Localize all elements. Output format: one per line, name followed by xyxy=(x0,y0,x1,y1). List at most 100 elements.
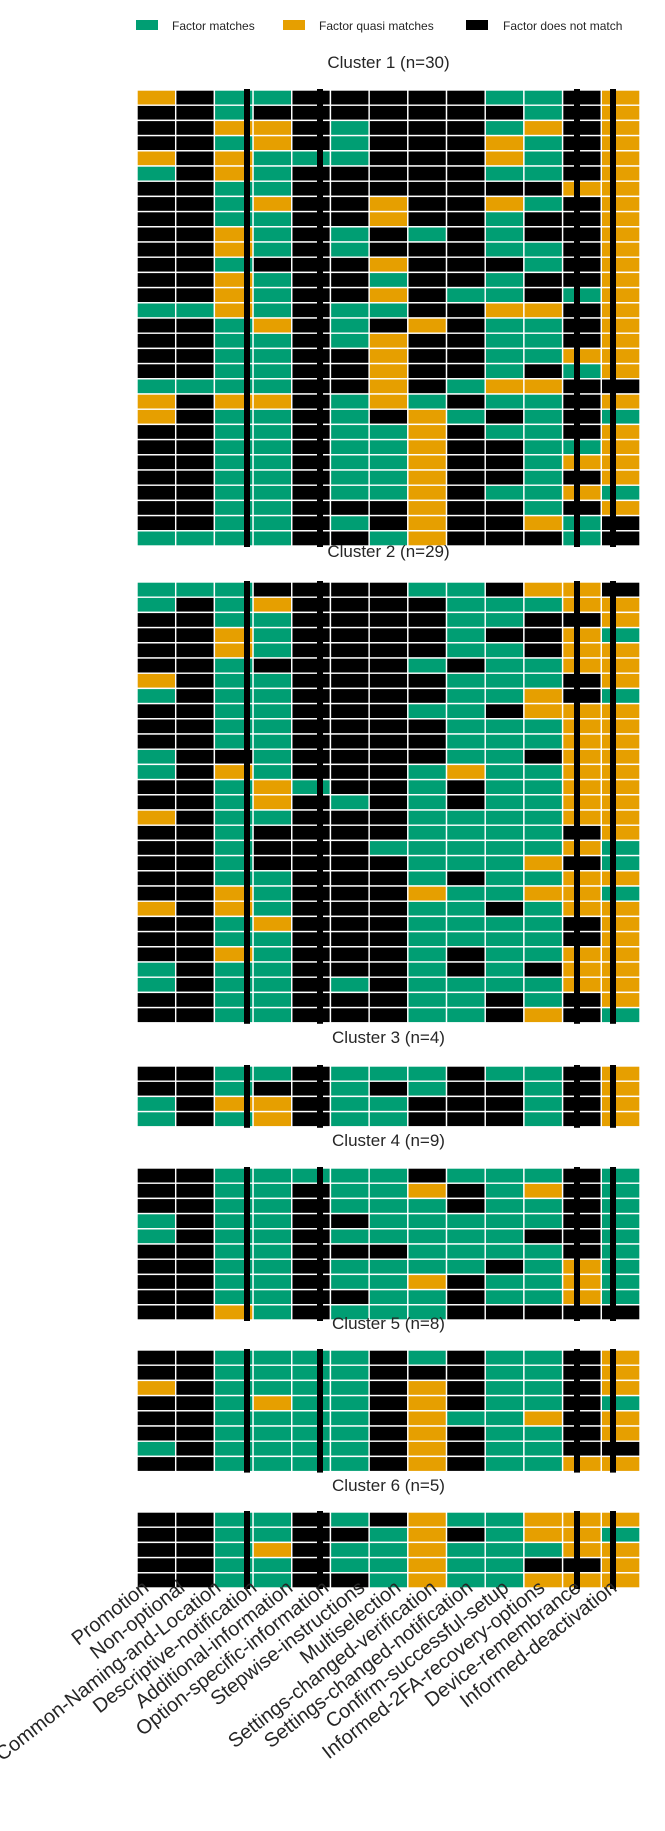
heatmap-cell xyxy=(252,89,293,106)
heatmap-cell xyxy=(252,134,293,152)
clusters: Cluster 1 (n=30) Cluster 2 (n=29) Cluster … xyxy=(136,53,641,1589)
heatmap-cell xyxy=(136,454,177,471)
heatmap-cell xyxy=(561,961,603,978)
heatmap-cell xyxy=(368,165,409,182)
heatmap-cell xyxy=(484,378,525,395)
heatmap-cell xyxy=(523,499,564,517)
heatmap-cell xyxy=(329,763,370,781)
heatmap-cell xyxy=(407,1410,448,1427)
heatmap-cell xyxy=(484,180,525,198)
heatmap-cell xyxy=(329,1065,370,1082)
heatmap-cell xyxy=(523,423,564,441)
heatmap-cell xyxy=(174,976,216,994)
heatmap-cell xyxy=(368,748,409,766)
heatmap-cell xyxy=(484,1273,525,1291)
heatmap-cell xyxy=(291,1095,332,1113)
heatmap-cell xyxy=(600,1349,641,1366)
heatmap-cell xyxy=(561,976,603,994)
heatmap-cell xyxy=(445,347,486,365)
heatmap-cell xyxy=(291,1006,332,1024)
heatmap-cell xyxy=(407,1197,448,1215)
heatmap-cell xyxy=(561,1065,603,1082)
heatmap-cell xyxy=(136,1349,177,1366)
heatmap-cell xyxy=(484,104,525,122)
heatmap-cell xyxy=(600,469,641,486)
heatmap-cell xyxy=(368,1410,409,1427)
heatmap-cell xyxy=(407,134,448,152)
heatmap-cell xyxy=(291,1455,332,1473)
heatmap-cell xyxy=(368,195,409,213)
heatmap-cell xyxy=(291,930,332,948)
heatmap-cell xyxy=(174,119,216,137)
heatmap-cell xyxy=(329,1167,370,1184)
heatmap-cell xyxy=(252,961,293,978)
heatmap-cell xyxy=(484,469,525,486)
heatmap-cell xyxy=(368,1243,409,1260)
heatmap-cell xyxy=(484,210,525,228)
heatmap-cell xyxy=(407,1288,448,1306)
heatmap-cell xyxy=(484,286,525,304)
heatmap-cell xyxy=(252,870,293,887)
legend: Factor matches Factor quasi matches Fact… xyxy=(136,19,622,33)
heatmap-cell xyxy=(291,150,332,167)
heatmap-cell xyxy=(561,778,603,796)
heatmap-cell xyxy=(523,469,564,486)
heatmap-cell xyxy=(445,1425,486,1442)
heatmap-cell xyxy=(484,946,525,963)
heatmap-cell xyxy=(600,1110,641,1128)
heatmap-cell xyxy=(523,104,564,122)
heatmap-cell xyxy=(291,1288,332,1306)
heatmap-cell xyxy=(368,1095,409,1113)
heatmap-cell xyxy=(329,256,370,274)
heatmap-cell xyxy=(329,915,370,933)
heatmap-cell xyxy=(445,226,486,243)
heatmap-cell xyxy=(252,1273,293,1291)
heatmap-cell xyxy=(407,256,448,274)
heatmap-cell xyxy=(136,1095,177,1113)
heatmap-cell xyxy=(368,733,409,750)
heatmap-cell xyxy=(407,1440,448,1458)
heatmap-cell xyxy=(600,900,641,918)
heatmap-cell xyxy=(252,271,293,289)
heatmap-cell xyxy=(368,150,409,167)
heatmap-cell xyxy=(523,286,564,304)
heatmap-cell xyxy=(484,824,525,842)
heatmap-cell xyxy=(445,885,486,902)
heatmap-cell xyxy=(291,484,332,502)
heatmap-cell xyxy=(445,499,486,517)
heatmap-cell xyxy=(600,1526,641,1544)
heatmap-cell xyxy=(600,1197,641,1215)
heatmap-cell xyxy=(445,1455,486,1473)
heatmap-cell xyxy=(484,672,525,690)
heatmap-cell xyxy=(368,469,409,486)
heatmap-cell xyxy=(136,1379,177,1397)
heatmap-cell xyxy=(407,1258,448,1276)
heatmap-cell xyxy=(174,900,216,918)
heatmap-cell xyxy=(291,104,332,122)
heatmap-cell xyxy=(445,702,486,720)
heatmap-cell xyxy=(445,1349,486,1366)
column-separator-bar xyxy=(244,581,250,1024)
heatmap-cell xyxy=(407,393,448,410)
heatmap-cell xyxy=(407,930,448,948)
heatmap-cell xyxy=(174,1364,216,1382)
heatmap-cell xyxy=(291,134,332,152)
heatmap-cell xyxy=(484,165,525,182)
cluster-title: Cluster 4 (n=9) xyxy=(332,1131,445,1150)
heatmap-cell xyxy=(445,1212,486,1230)
heatmap-cell xyxy=(329,991,370,1009)
heatmap-cell xyxy=(600,454,641,471)
heatmap-cell xyxy=(445,961,486,978)
heatmap-cell xyxy=(407,1394,448,1412)
heatmap-cell xyxy=(600,134,641,152)
heatmap-cell xyxy=(291,286,332,304)
heatmap-cell xyxy=(600,241,641,258)
heatmap-cell xyxy=(329,1197,370,1215)
heatmap-cell xyxy=(407,976,448,994)
heatmap-cell xyxy=(174,915,216,933)
heatmap-cell xyxy=(484,119,525,137)
column-separator-bar xyxy=(317,1511,323,1589)
heatmap-cell xyxy=(600,180,641,198)
heatmap-cell xyxy=(523,930,564,948)
heatmap-cell xyxy=(291,119,332,137)
